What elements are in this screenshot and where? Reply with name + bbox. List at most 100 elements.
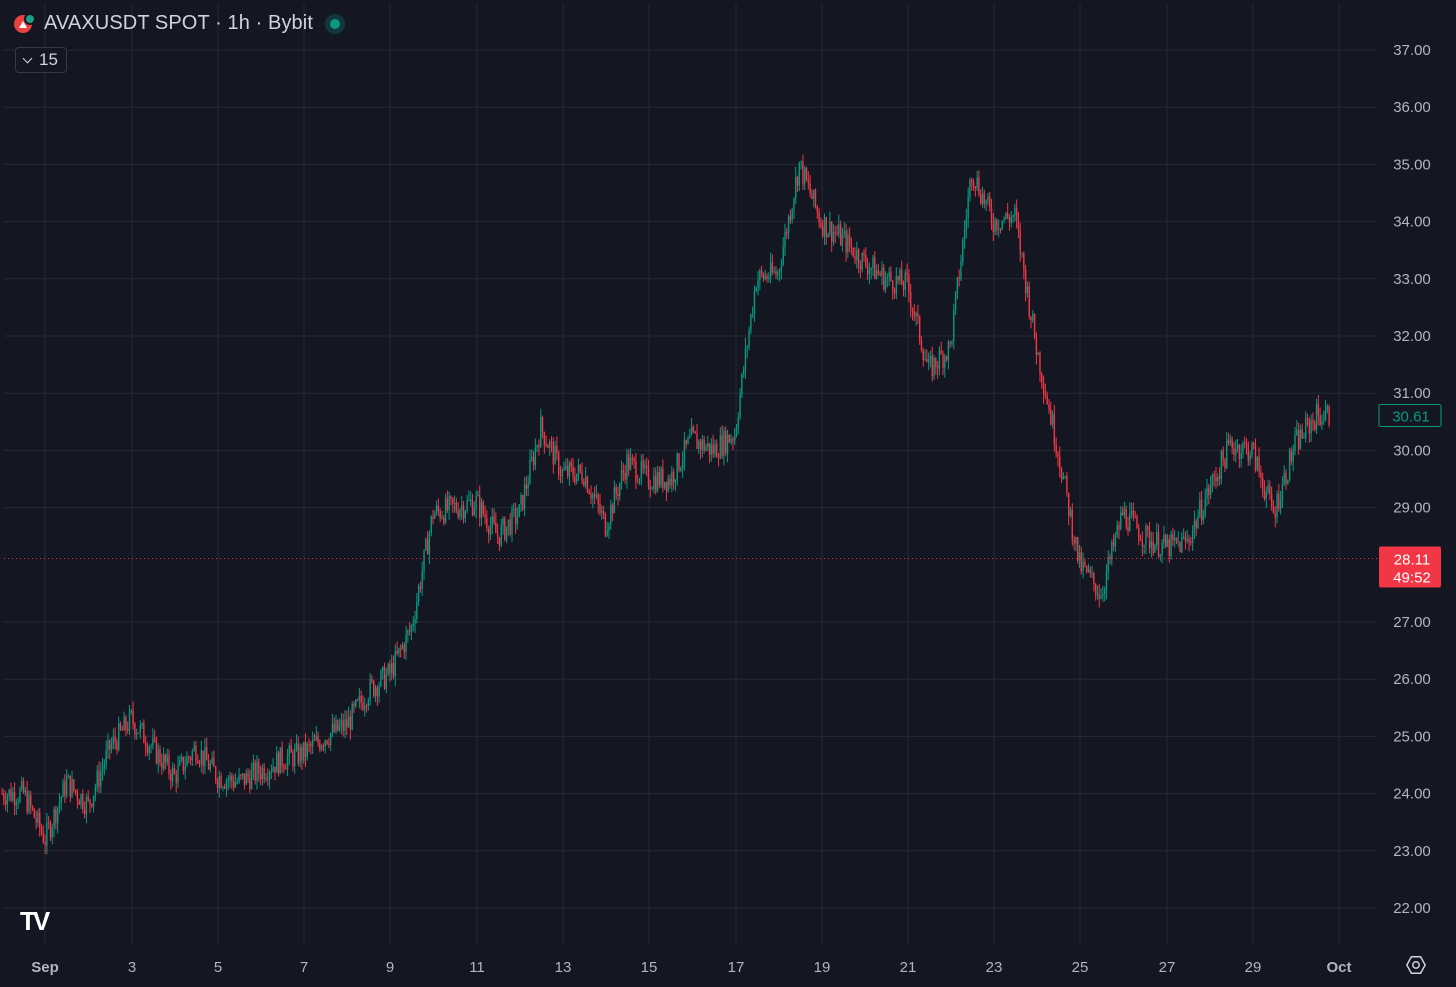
candle-body [540,417,542,448]
candle-body [780,264,783,270]
candle-body [364,705,366,710]
candle-body [502,518,504,526]
candle-body [134,723,136,735]
candle-body [1202,514,1205,521]
candle-body [730,439,732,443]
candle-body [1220,450,1223,479]
candle-body [522,494,524,510]
candle-body [1042,382,1045,394]
candle-body [775,271,777,276]
candle-body [249,777,251,789]
candle-body [1251,443,1253,456]
candle-body [462,505,465,518]
candle-body [1157,532,1160,557]
price-line-value: 28.11 [1394,552,1430,569]
candle-body [258,762,260,774]
candle-body [883,267,885,290]
candle-body [1121,512,1124,515]
candle-body [935,357,937,368]
tradingview-logo[interactable]: TV [20,906,50,936]
candle-body [786,231,788,234]
candle-body [681,461,684,469]
candle-body [622,470,625,473]
candle-body [55,809,57,824]
candle-body [1299,429,1302,449]
candle-body [119,723,122,729]
candle-body [513,508,515,510]
candle-body [637,481,639,483]
candle-body [373,680,375,697]
candle-body [270,771,273,773]
candle-body [1297,430,1300,449]
candle-body [1168,539,1170,557]
candle-body [385,674,388,689]
candle-body [335,720,337,732]
candle-body [901,269,903,285]
candle-body [802,161,804,184]
candle-body [85,796,88,814]
candle-body [132,710,134,724]
price-axis-label: 37.00 [1393,42,1431,59]
candle-body [285,768,287,770]
settings-gear-icon[interactable] [1405,954,1427,976]
candle-body [369,678,371,701]
candle-body [624,472,626,480]
candle-body [328,743,330,745]
candle-body [529,459,531,484]
candle-body [231,775,233,782]
candle-body [128,711,131,731]
candle-body [331,723,334,734]
price-axis-label: 34.00 [1393,214,1431,231]
candle-body [272,766,274,772]
candle-body [813,189,815,200]
candle-body [816,206,819,213]
candle-body [1288,450,1291,480]
symbol-title[interactable]: AVAXUSDT SPOT · 1h · Bybit [44,12,313,34]
candle-body [638,479,641,483]
candle-body [516,517,519,524]
candle-body [764,275,766,280]
candle-body [294,749,296,766]
candle-body [346,719,348,728]
candle-body [317,736,319,743]
candle-body [24,790,27,793]
candle-body [1136,516,1138,529]
candle-body [247,772,249,778]
candle-body [983,193,986,205]
candle-body [1305,418,1307,438]
candle-body [243,773,246,785]
indicator-collapse-button[interactable]: 15 [15,47,67,73]
candle-body [171,767,174,782]
candle-body [888,272,890,277]
candle-body [1179,541,1181,553]
candle-body [976,177,978,189]
candle-body [486,518,488,529]
candle-body [990,207,993,223]
candle-body [148,747,150,753]
candle-body [1112,541,1115,547]
candle-body [895,276,898,294]
candle-body [1003,218,1005,221]
price-axis-label: 22.00 [1393,900,1431,917]
candle-body [1033,314,1036,338]
candle-body [254,762,256,781]
candle-body [628,454,630,470]
candle-body [938,350,941,369]
candle-body [568,462,571,477]
candle-body [746,346,748,348]
candle-body [1139,539,1142,541]
candle-body [295,743,298,750]
candle-body [660,468,662,486]
candle-body [223,787,226,789]
candle-body [186,756,188,767]
candle-body [76,791,79,801]
candle-body [672,472,675,483]
candle-body [279,747,282,774]
candle-body [434,513,436,519]
candle-body [678,453,680,471]
candle-body [189,758,192,760]
candle-body [215,766,217,781]
candle-body [1242,442,1244,453]
